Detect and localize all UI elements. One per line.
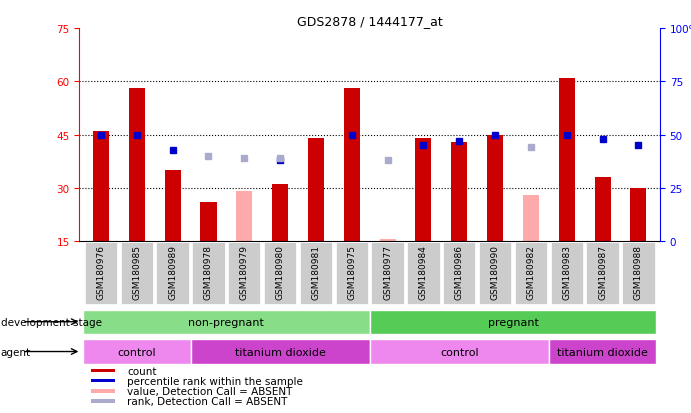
Bar (630, 188, 647, 242)
FancyBboxPatch shape (83, 310, 370, 334)
FancyBboxPatch shape (370, 310, 656, 334)
Text: development stage: development stage (1, 317, 102, 327)
Bar (93, 132, 109, 242)
Text: GSM180987: GSM180987 (598, 244, 607, 299)
Text: GSM180984: GSM180984 (419, 244, 428, 299)
Bar (164, 171, 180, 242)
Text: GSM180980: GSM180980 (276, 244, 285, 299)
Text: GSM180989: GSM180989 (168, 244, 177, 299)
Text: GSM180981: GSM180981 (312, 244, 321, 299)
Text: GSM180990: GSM180990 (491, 244, 500, 299)
Title: GDS2878 / 1444177_at: GDS2878 / 1444177_at (297, 15, 442, 28)
FancyBboxPatch shape (83, 339, 191, 364)
Text: GSM180983: GSM180983 (562, 244, 571, 299)
Bar (129, 89, 145, 242)
Bar (487, 135, 503, 242)
Text: GSM180977: GSM180977 (383, 244, 392, 299)
Text: GSM180976: GSM180976 (97, 244, 106, 299)
Bar (559, 78, 575, 242)
Bar (308, 139, 324, 242)
FancyBboxPatch shape (228, 243, 261, 304)
Text: GSM180985: GSM180985 (132, 244, 141, 299)
FancyBboxPatch shape (515, 243, 547, 304)
Text: titanium dioxide: titanium dioxide (557, 347, 648, 357)
FancyBboxPatch shape (479, 243, 511, 304)
FancyBboxPatch shape (91, 399, 115, 403)
Text: count: count (127, 366, 157, 376)
Bar (415, 139, 431, 242)
Bar (343, 89, 360, 242)
FancyBboxPatch shape (551, 243, 583, 304)
Text: percentile rank within the sample: percentile rank within the sample (127, 376, 303, 386)
FancyBboxPatch shape (156, 243, 189, 304)
Text: control: control (440, 347, 479, 357)
FancyBboxPatch shape (91, 369, 115, 373)
Bar (523, 195, 539, 242)
FancyBboxPatch shape (91, 379, 115, 382)
FancyBboxPatch shape (549, 339, 656, 364)
FancyBboxPatch shape (300, 243, 332, 304)
Text: non-pregnant: non-pregnant (189, 317, 264, 327)
FancyBboxPatch shape (85, 243, 117, 304)
Text: GSM180979: GSM180979 (240, 244, 249, 299)
Bar (379, 240, 396, 242)
FancyBboxPatch shape (407, 243, 439, 304)
FancyBboxPatch shape (443, 243, 475, 304)
FancyBboxPatch shape (192, 243, 225, 304)
Text: GSM180978: GSM180978 (204, 244, 213, 299)
Bar (272, 185, 288, 242)
Text: GSM180988: GSM180988 (634, 244, 643, 299)
Bar (594, 178, 611, 242)
Text: GSM180975: GSM180975 (348, 244, 357, 299)
FancyBboxPatch shape (623, 243, 654, 304)
FancyBboxPatch shape (587, 243, 618, 304)
Text: titanium dioxide: titanium dioxide (235, 347, 325, 357)
Text: pregnant: pregnant (488, 317, 538, 327)
FancyBboxPatch shape (91, 389, 115, 393)
FancyBboxPatch shape (264, 243, 296, 304)
Text: GSM180982: GSM180982 (527, 244, 536, 299)
Bar (451, 142, 467, 242)
FancyBboxPatch shape (336, 243, 368, 304)
FancyBboxPatch shape (191, 339, 370, 364)
Text: value, Detection Call = ABSENT: value, Detection Call = ABSENT (127, 386, 292, 396)
Text: agent: agent (1, 347, 31, 357)
Bar (236, 192, 252, 242)
Bar (200, 203, 216, 242)
Text: control: control (117, 347, 156, 357)
Text: rank, Detection Call = ABSENT: rank, Detection Call = ABSENT (127, 396, 287, 406)
Text: GSM180986: GSM180986 (455, 244, 464, 299)
FancyBboxPatch shape (370, 339, 549, 364)
FancyBboxPatch shape (372, 243, 404, 304)
FancyBboxPatch shape (121, 243, 153, 304)
